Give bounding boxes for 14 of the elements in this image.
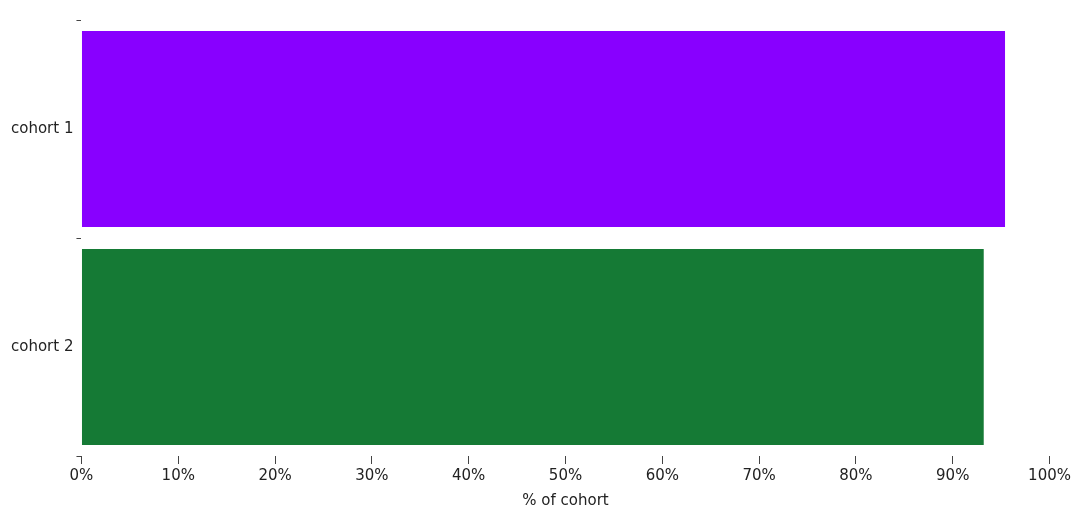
x-tick-label: 20% <box>258 465 292 484</box>
x-tick-label: 50% <box>548 465 583 484</box>
x-tick-label: 90% <box>936 465 970 484</box>
x-tick-label: 0% <box>69 465 94 484</box>
y-tick-label: cohort 1 <box>11 118 74 137</box>
x-tick-label: 80% <box>839 465 873 484</box>
y-tick-label: cohort 2 <box>11 336 74 355</box>
x-tick-label: 40% <box>452 465 486 484</box>
x-tick-label: 100% <box>1028 465 1071 484</box>
x-tick-label: 60% <box>645 465 679 484</box>
x-tick-label: 70% <box>742 465 776 484</box>
x-tick-label: 30% <box>355 465 389 484</box>
x-axis-title: % of cohort <box>522 490 609 509</box>
x-tick-label: 10% <box>161 465 195 484</box>
